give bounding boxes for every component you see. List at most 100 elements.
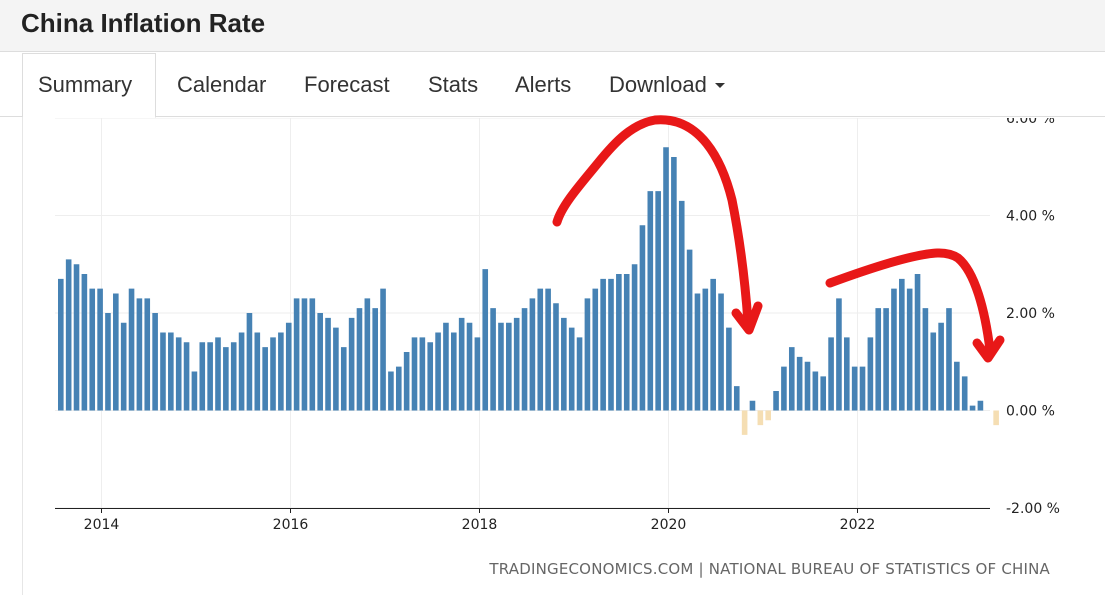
bar (411, 337, 418, 411)
red-arrow-left-curve (552, 115, 753, 327)
bar (403, 352, 410, 411)
bar (867, 337, 874, 411)
bar (561, 317, 567, 411)
y-tick-label: 2.00 % (1006, 306, 1055, 322)
bar (631, 264, 638, 411)
chevron-down-icon (714, 82, 725, 88)
bar (922, 308, 929, 411)
bar (128, 288, 135, 411)
bar (616, 274, 622, 411)
bar (364, 298, 371, 411)
bar (482, 269, 489, 411)
bar (781, 366, 787, 411)
y-tick-label: 4.00 % (1006, 209, 1055, 225)
bar (726, 327, 732, 411)
bar (191, 371, 198, 411)
bar (419, 337, 426, 411)
tab-alerts[interactable]: Alerts (515, 53, 571, 117)
bar (97, 288, 103, 411)
bar (812, 371, 819, 411)
bar (325, 317, 331, 411)
bar (906, 288, 913, 411)
x-tick-label: 2014 (84, 517, 120, 533)
tab-forecast-label: Forecast (304, 72, 390, 97)
tab-download[interactable]: Download (609, 53, 725, 117)
chart-bars (58, 147, 999, 435)
bar (246, 313, 253, 411)
bar (199, 342, 206, 411)
bar (663, 147, 669, 411)
hand-drawn-annotations (552, 115, 1005, 363)
tab-bar: Summary Calendar Forecast Stats Alerts D… (0, 53, 1105, 118)
bar (254, 332, 261, 411)
tab-calendar-label: Calendar (177, 72, 267, 97)
bar (883, 308, 889, 411)
tab-stats[interactable]: Stats (428, 53, 478, 117)
bar (262, 347, 268, 411)
tab-forecast[interactable]: Forecast (304, 53, 390, 117)
bar (340, 347, 347, 411)
bar (969, 405, 976, 411)
bar (749, 400, 756, 411)
bar (175, 337, 182, 411)
bar (608, 278, 614, 411)
bar (144, 298, 151, 411)
bar (686, 249, 693, 411)
bar (168, 332, 174, 411)
tab-stats-label: Stats (428, 72, 479, 97)
bar (710, 278, 716, 411)
bar (73, 264, 80, 411)
bar (623, 274, 630, 411)
bar (435, 332, 441, 411)
bar (993, 410, 999, 426)
y-tick-label: 0.00 % (1006, 404, 1055, 420)
bar (427, 342, 434, 411)
tab-calendar[interactable]: Calendar (177, 53, 266, 117)
bar (270, 337, 276, 411)
page-title: China Inflation Rate (21, 8, 266, 38)
bar (395, 366, 402, 411)
bar (891, 288, 897, 411)
tab-summary-label: Summary (38, 72, 133, 97)
bar (741, 410, 748, 435)
bar (844, 337, 850, 411)
bar (223, 347, 229, 411)
bar (592, 288, 599, 411)
bar (490, 308, 496, 411)
bar (647, 191, 654, 411)
bar (317, 313, 323, 411)
bar (875, 308, 882, 411)
red-arrowhead-left (731, 301, 763, 335)
bar (773, 391, 779, 411)
x-tick-label: 2018 (462, 517, 498, 533)
bar (238, 332, 245, 411)
x-tick-label: 2022 (840, 517, 876, 533)
bar (914, 274, 921, 411)
bar (388, 371, 394, 411)
source-credit: TRADINGECONOMICS.COM | NATIONAL BUREAU O… (489, 560, 1050, 578)
bar (183, 342, 190, 411)
bar (278, 332, 284, 411)
bar (513, 317, 520, 411)
bar (356, 308, 363, 411)
bar (859, 366, 866, 411)
tab-summary[interactable]: Summary (22, 53, 156, 118)
bar (820, 376, 827, 411)
bar (81, 274, 88, 411)
bar (215, 337, 221, 411)
bar (105, 313, 111, 411)
bar (718, 293, 724, 411)
bar (521, 308, 528, 411)
bar (733, 386, 740, 411)
bar (828, 337, 834, 411)
bar (372, 308, 378, 411)
bar (529, 298, 536, 411)
bar (113, 293, 119, 411)
bar (207, 342, 213, 411)
bar (545, 288, 551, 411)
bar (160, 332, 166, 411)
bar (788, 347, 795, 411)
bar (977, 400, 984, 411)
bar (285, 322, 292, 411)
